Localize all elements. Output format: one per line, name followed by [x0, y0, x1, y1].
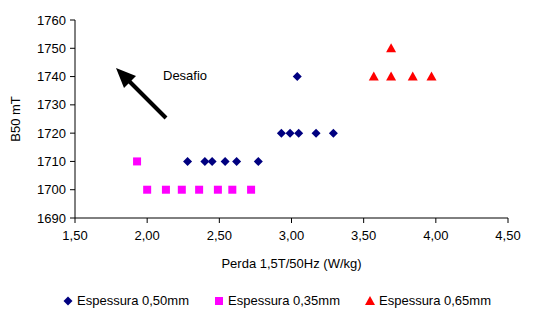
- legend-label: Espessura 0,35mm: [228, 293, 340, 308]
- point: [232, 157, 241, 166]
- y-tick-label: 1750: [37, 41, 66, 56]
- point: [133, 157, 141, 165]
- points: [133, 43, 436, 193]
- point: [386, 72, 396, 81]
- point: [286, 129, 295, 138]
- y-tick: [70, 76, 75, 77]
- y-tick-label: 1740: [37, 69, 66, 84]
- y-tick: [70, 20, 75, 21]
- legend-marker: [64, 297, 73, 306]
- y-tick: [70, 218, 75, 219]
- point: [408, 72, 418, 81]
- legend-label: Espessura 0,50mm: [77, 293, 189, 308]
- x-tick: [508, 218, 509, 223]
- point: [277, 129, 286, 138]
- x-tick-label: 2,00: [135, 228, 160, 243]
- point: [183, 157, 192, 166]
- y-tick: [70, 104, 75, 105]
- y-tick-label: 1700: [37, 182, 66, 197]
- y-tick-label: 1710: [37, 154, 66, 169]
- legend-label: Espessura 0,65mm: [379, 293, 491, 308]
- y-tick-label: 1690: [37, 211, 66, 226]
- x-tick-label: 3,50: [351, 228, 376, 243]
- point: [386, 43, 396, 52]
- arrow-shaft: [128, 80, 166, 118]
- x-tick: [363, 218, 364, 223]
- point: [208, 157, 217, 166]
- point: [369, 72, 379, 81]
- x-tick-label: 1,50: [62, 228, 87, 243]
- point: [143, 186, 151, 194]
- x-tick-label: 4,00: [423, 228, 448, 243]
- y-tick: [70, 133, 75, 134]
- point: [312, 129, 321, 138]
- x-tick-label: 3,00: [279, 228, 304, 243]
- x-tick: [291, 218, 292, 223]
- point: [195, 186, 203, 194]
- point: [247, 186, 255, 194]
- y-tick: [70, 48, 75, 49]
- y-tick-label: 1730: [37, 97, 66, 112]
- y-label: B50 mT: [8, 96, 23, 142]
- point: [162, 186, 170, 194]
- point: [294, 129, 303, 138]
- arrow-head: [116, 68, 136, 88]
- x-tick: [219, 218, 220, 223]
- legend: Espessura 0,50mm Espessura 0,35mm Espessur…: [64, 293, 492, 308]
- legend-marker: [215, 297, 223, 305]
- point: [228, 186, 236, 194]
- annotation: Desafio: [163, 68, 207, 83]
- x-tick: [75, 218, 76, 223]
- x-tick: [147, 218, 148, 223]
- y-tick: [70, 189, 75, 190]
- point: [214, 186, 222, 194]
- point: [178, 186, 186, 194]
- y-axis: [75, 20, 76, 218]
- y-tick: [70, 161, 75, 162]
- x-label: Perda 1,5T/50Hz (W/kg): [221, 256, 361, 271]
- point: [254, 157, 263, 166]
- point: [221, 157, 230, 166]
- x-tick-label: 4,50: [495, 228, 520, 243]
- legend-marker: [365, 296, 375, 305]
- chart: 1690 1700 1710 1720 1730 1740 1750 1760 1,50 2,00…: [0, 0, 548, 315]
- x-tick-label: 2,50: [207, 228, 232, 243]
- x-tick: [435, 218, 436, 223]
- point: [293, 72, 302, 81]
- y-tick-label: 1760: [37, 13, 66, 28]
- point: [427, 72, 437, 81]
- point: [329, 129, 338, 138]
- y-tick-label: 1720: [37, 126, 66, 141]
